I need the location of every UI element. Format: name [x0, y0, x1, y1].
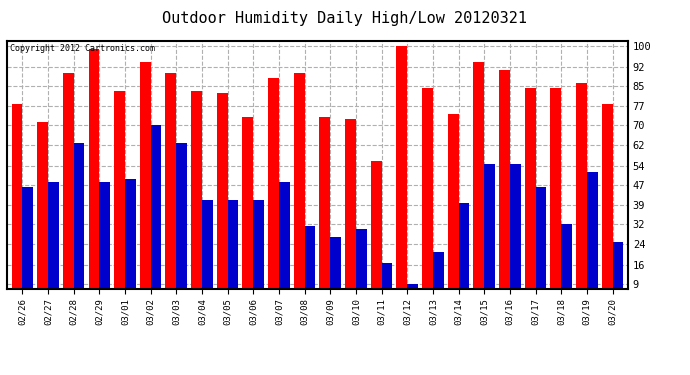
Bar: [294, 72, 304, 307]
Bar: [551, 88, 561, 307]
Bar: [561, 224, 572, 307]
Bar: [473, 62, 484, 307]
Bar: [279, 182, 290, 307]
Bar: [613, 242, 623, 307]
Text: Copyright 2012 Cartronics.com: Copyright 2012 Cartronics.com: [10, 44, 155, 53]
Bar: [304, 226, 315, 307]
Bar: [576, 83, 586, 307]
Bar: [397, 46, 407, 307]
Bar: [382, 263, 393, 307]
Bar: [166, 72, 176, 307]
Bar: [433, 252, 444, 307]
Bar: [422, 88, 433, 307]
Bar: [602, 104, 613, 307]
Bar: [356, 229, 366, 307]
Bar: [510, 164, 521, 307]
Text: Outdoor Humidity Daily High/Low 20120321: Outdoor Humidity Daily High/Low 20120321: [163, 11, 527, 26]
Bar: [345, 119, 356, 307]
Bar: [524, 88, 535, 307]
Bar: [22, 187, 33, 307]
Bar: [74, 143, 84, 307]
Bar: [535, 187, 546, 307]
Bar: [48, 182, 59, 307]
Bar: [268, 78, 279, 307]
Bar: [176, 143, 187, 307]
Bar: [371, 161, 382, 307]
Bar: [114, 91, 125, 307]
Bar: [407, 284, 418, 307]
Bar: [331, 237, 341, 307]
Bar: [37, 122, 48, 307]
Bar: [12, 104, 22, 307]
Bar: [63, 72, 74, 307]
Bar: [319, 117, 331, 307]
Bar: [586, 171, 598, 307]
Bar: [484, 164, 495, 307]
Bar: [202, 200, 213, 307]
Bar: [242, 117, 253, 307]
Bar: [253, 200, 264, 307]
Bar: [217, 93, 228, 307]
Bar: [459, 203, 469, 307]
Bar: [228, 200, 238, 307]
Bar: [150, 124, 161, 307]
Bar: [140, 62, 150, 307]
Bar: [88, 49, 99, 307]
Bar: [499, 70, 510, 307]
Bar: [191, 91, 202, 307]
Bar: [448, 114, 459, 307]
Bar: [125, 179, 136, 307]
Bar: [99, 182, 110, 307]
